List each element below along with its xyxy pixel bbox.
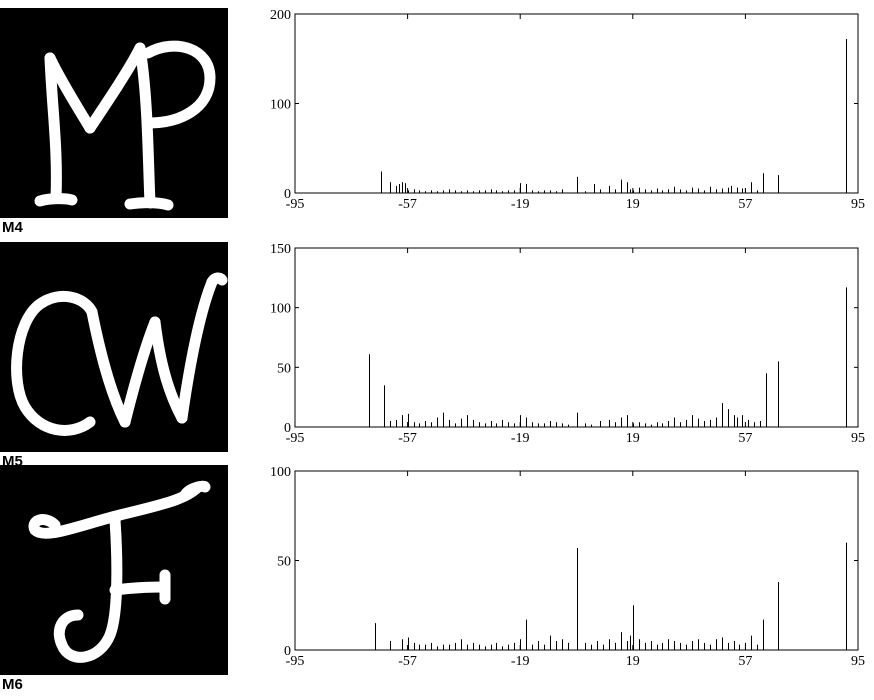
x-tick-label: 57 [738, 197, 752, 212]
x-tick-label: -19 [511, 197, 530, 212]
histogram-m6-svg: 0 50 100 -95 -57 -19 19 57 95 [270, 465, 865, 669]
histogram-m4: 0 100 200 -95 -57 -19 19 57 95 [250, 8, 874, 238]
y-tick-label: 50 [277, 555, 291, 570]
x-tick-label: 57 [738, 654, 752, 669]
panel-m5: M5 0 50 100 150 -95 -57 -19 19 57 95 [0, 242, 874, 472]
histogram-m5: 0 50 100 150 -95 -57 -19 19 57 95 [250, 242, 874, 472]
x-tick-label: 19 [626, 431, 640, 446]
x-tick-label: -57 [398, 431, 417, 446]
panel-m4: M4 0 100 200 -95 -57 -19 19 57 95 [0, 8, 874, 238]
glyph-label-m6: M6 [2, 676, 23, 693]
y-tick-label: 50 [277, 361, 291, 376]
glyph-cw-drawing [11, 272, 228, 436]
y-tick-label: 150 [270, 242, 291, 257]
x-tick-label: 57 [738, 431, 752, 446]
x-tick-label: 19 [626, 197, 640, 212]
x-tick-label: -19 [511, 654, 530, 669]
x-tick-label: -95 [286, 654, 305, 669]
glyph-image-m4 [0, 8, 228, 218]
histogram-m6: 0 50 100 -95 -57 -19 19 57 95 [250, 465, 874, 695]
x-tick-label: 95 [851, 431, 865, 446]
y-tick-label: 100 [270, 465, 291, 480]
x-tick-label: 19 [626, 654, 640, 669]
plot-frame [294, 247, 859, 428]
y-tick-label: 0 [284, 421, 291, 436]
y-tick-label: 0 [284, 187, 291, 202]
x-tick-label: 95 [851, 197, 865, 212]
x-tick-label: -95 [286, 431, 305, 446]
histogram-m5-svg: 0 50 100 150 -95 -57 -19 19 57 95 [270, 242, 865, 446]
glyph-image-m5 [0, 242, 228, 452]
glyph-f-drawing [28, 480, 211, 663]
y-tick-label: 0 [284, 644, 291, 659]
x-tick-label: -57 [398, 197, 417, 212]
plot-frame [294, 13, 859, 194]
x-tick-label: -95 [286, 197, 305, 212]
x-tick-label: -57 [398, 654, 417, 669]
glyph-mp-drawing [34, 40, 216, 211]
glyph-image-m6 [0, 465, 228, 675]
x-tick-label: -19 [511, 431, 530, 446]
glyph-label-m4: M4 [2, 219, 23, 236]
panel-m6: M6 0 50 100 -95 -57 -19 19 57 95 [0, 465, 874, 695]
x-tick-label: 95 [851, 654, 865, 669]
y-tick-label: 200 [270, 8, 291, 23]
y-tick-label: 100 [270, 98, 291, 113]
y-tick-label: 100 [270, 302, 291, 317]
plot-frame [294, 470, 859, 651]
histogram-m4-svg: 0 100 200 -95 -57 -19 19 57 95 [270, 8, 865, 212]
